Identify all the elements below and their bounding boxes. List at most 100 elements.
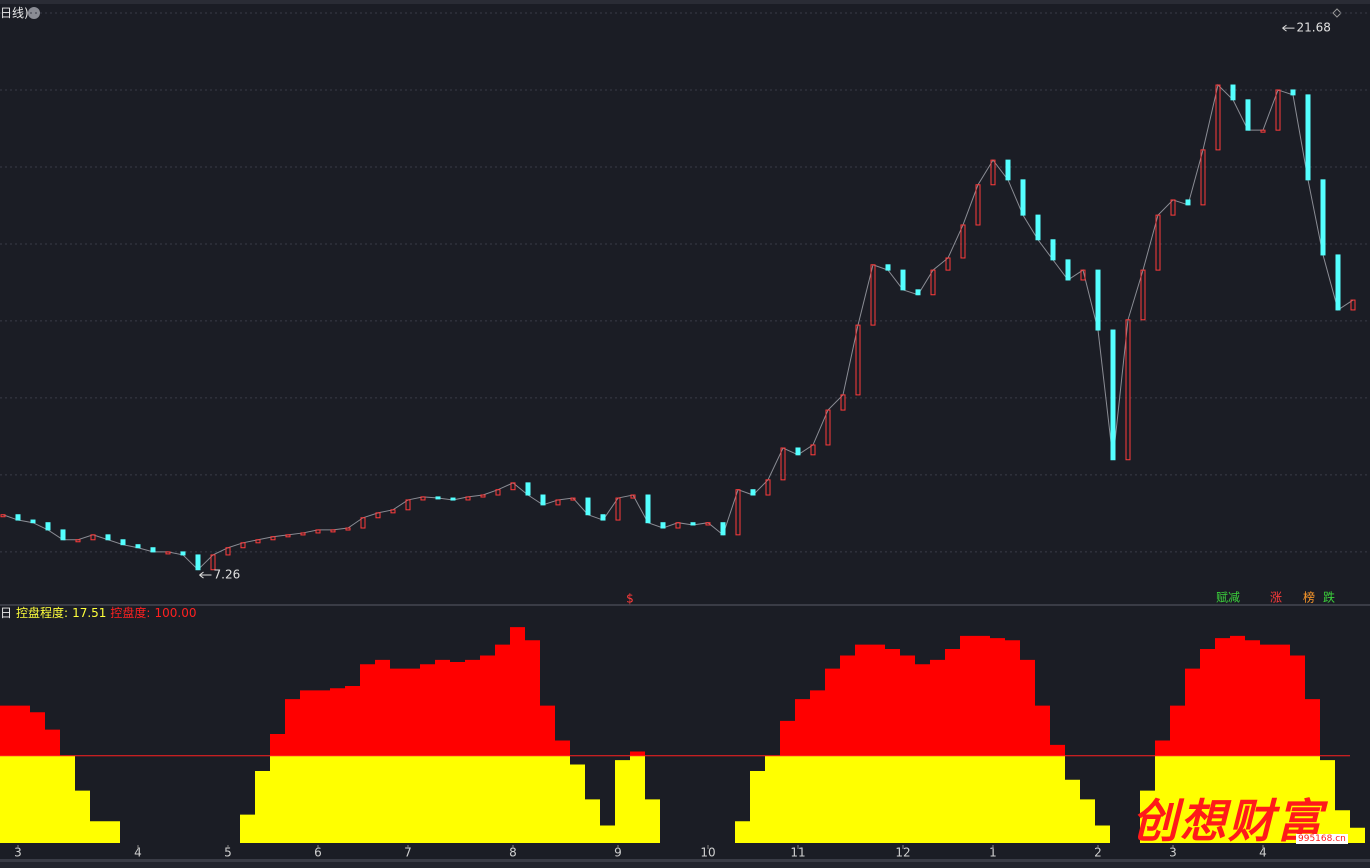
annotation: 7.26	[214, 568, 241, 582]
candle	[1110, 329, 1116, 461]
legend-prefix: 日	[0, 606, 13, 620]
candle	[780, 447, 786, 481]
candle	[825, 409, 831, 446]
legend-value: 17.51	[72, 606, 107, 620]
candle	[210, 554, 216, 571]
candle	[405, 499, 411, 511]
candle	[45, 522, 51, 531]
candle	[585, 497, 591, 516]
candle	[675, 522, 681, 529]
candle	[1095, 269, 1101, 331]
candle	[360, 517, 366, 529]
candle	[1245, 99, 1251, 131]
candle	[720, 522, 726, 536]
candle	[75, 539, 81, 543]
candle	[975, 184, 981, 226]
tab-bar	[0, 861, 1370, 868]
badge: 涨	[1270, 590, 1282, 605]
candle	[1065, 259, 1071, 281]
candle	[180, 551, 186, 556]
x-tick-label: 8	[509, 846, 517, 860]
candle	[795, 447, 801, 456]
candle	[510, 482, 516, 491]
candle	[1170, 199, 1176, 216]
menu-icon[interactable]	[28, 7, 40, 19]
candle	[615, 497, 621, 521]
candle	[945, 257, 951, 271]
candle	[1215, 84, 1221, 151]
candle	[1125, 319, 1131, 461]
candle	[930, 269, 936, 296]
candle	[0, 514, 6, 518]
candle	[1260, 129, 1266, 133]
watermark-url: 995168.cn	[1296, 834, 1348, 844]
candle	[630, 494, 636, 499]
candle	[465, 496, 471, 501]
candle	[990, 159, 996, 186]
candle	[330, 529, 336, 533]
annotation-arrow	[199, 571, 212, 579]
badge: 赋减	[1216, 591, 1240, 605]
candle	[1335, 254, 1341, 311]
price-line	[2, 84, 1354, 571]
candle	[420, 496, 426, 501]
candle	[1305, 94, 1311, 181]
candle	[525, 482, 531, 496]
x-tick-label: 3	[14, 846, 22, 860]
candle	[900, 269, 906, 291]
x-tick-label: 2	[1094, 846, 1102, 860]
x-tick-label: 3	[1169, 846, 1177, 860]
candle	[1155, 214, 1161, 271]
watermark: 创想财富	[1132, 794, 1324, 848]
candle	[1275, 89, 1281, 131]
candle	[300, 532, 306, 536]
candle	[435, 496, 441, 500]
candle	[15, 514, 21, 521]
candle	[1020, 179, 1026, 216]
candle	[1050, 239, 1056, 261]
x-tick-label: 12	[895, 846, 910, 860]
candle	[195, 554, 201, 571]
candle	[450, 497, 456, 501]
candle	[255, 539, 261, 544]
candle	[285, 534, 291, 538]
candle	[1185, 199, 1191, 206]
x-tick-label: 10	[700, 846, 715, 860]
candle	[390, 509, 396, 514]
candle	[135, 544, 141, 549]
candle	[855, 324, 861, 396]
diamond-icon[interactable]	[1332, 8, 1342, 18]
candle	[315, 529, 321, 534]
candle	[165, 551, 171, 555]
candle	[495, 489, 501, 496]
candle	[480, 494, 486, 498]
signal-marker: $	[626, 592, 634, 606]
candle	[1320, 179, 1326, 256]
candle	[1200, 149, 1206, 206]
candle	[840, 394, 846, 411]
candle	[960, 224, 966, 259]
legend-label: 控盘程度:	[16, 606, 69, 620]
candle	[60, 529, 66, 541]
candle	[600, 514, 606, 521]
candle	[105, 534, 111, 541]
candle	[870, 264, 876, 326]
x-tick-label: 9	[614, 846, 622, 860]
candle	[690, 522, 696, 526]
legend: 日控盘程度: 17.51 控盘度: 100.00	[0, 605, 200, 621]
candle	[90, 534, 96, 541]
candle	[225, 547, 231, 556]
candle	[660, 522, 666, 529]
candle	[240, 542, 246, 549]
x-tick-label: 6	[314, 846, 322, 860]
x-tick-label: 5	[224, 846, 232, 860]
candle	[270, 536, 276, 541]
x-tick-label: 1	[989, 846, 997, 860]
candle	[345, 527, 351, 531]
legend-label: 控盘度:	[110, 606, 151, 620]
x-tick-label: 7	[404, 846, 412, 860]
candle	[1140, 269, 1146, 321]
candle	[645, 494, 651, 524]
